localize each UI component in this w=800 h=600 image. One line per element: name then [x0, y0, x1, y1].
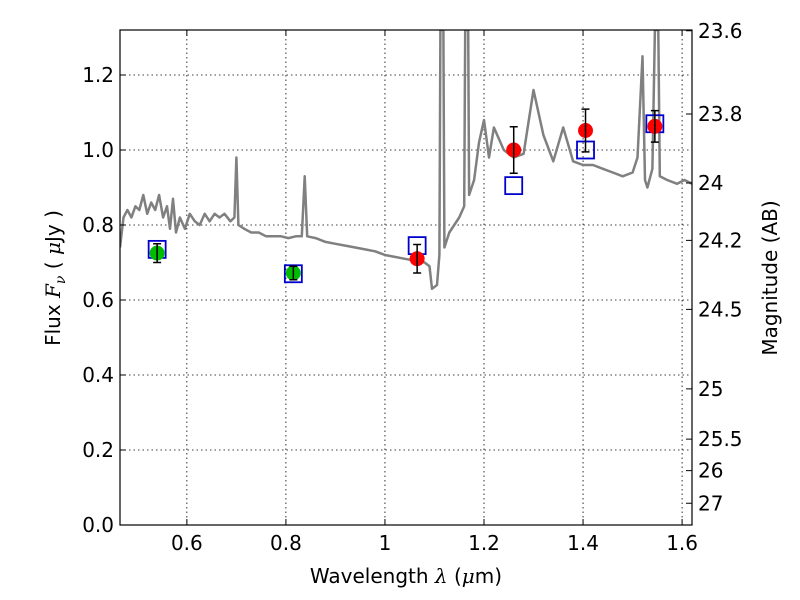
observed-photometry-layer	[149, 108, 663, 281]
x-axis-label: Wavelength λ (μm)	[310, 564, 502, 588]
x-tick-label: 1.2	[468, 531, 500, 555]
model-photometry-square	[504, 176, 524, 196]
x-tick-label: 0.6	[171, 531, 203, 555]
y-tick-label: 0.4	[82, 363, 114, 387]
y2-tick-label: 25	[698, 377, 723, 401]
x-tick-label: 0.8	[270, 531, 302, 555]
y-tick-label: 0.8	[82, 213, 114, 237]
x-tick-label: 1	[379, 531, 392, 555]
y2-axis-label: Magnitude (AB)	[758, 200, 782, 355]
model-photometry-square	[283, 264, 303, 284]
grid	[120, 30, 692, 526]
spectrum-layer	[120, 30, 692, 291]
spectrum-line	[120, 30, 692, 291]
y-tick-label: 0.6	[82, 288, 114, 312]
axis-ticks: 0.6 0.8 1 1.2 1.4 1.6 0.0 0.2 0.4 0.6 0.8 1.0 1.2 23.…	[82, 19, 742, 555]
y2-tick-label: 26	[698, 459, 723, 483]
x-tick-label: 1.6	[666, 531, 698, 555]
y2-tick-label: 23.8	[698, 102, 743, 126]
y2-tick-label: 24	[698, 171, 723, 195]
y2-tick-label: 24.5	[698, 297, 743, 321]
y-tick-label: 0.0	[82, 513, 114, 537]
y-axis-label: Flux Fν ( μJy )	[41, 210, 69, 346]
y2-tick-label: 23.6	[698, 19, 743, 43]
y2-tick-label: 27	[698, 491, 723, 515]
y-tick-label: 1.0	[82, 138, 114, 162]
plot-frame	[119, 29, 693, 526]
y2-tick-label: 25.5	[698, 427, 743, 451]
x-tick-label: 1.4	[567, 531, 599, 555]
y2-tick-label: 24.2	[698, 228, 743, 252]
y-tick-label: 1.2	[82, 63, 114, 87]
y-tick-label: 0.2	[82, 438, 114, 462]
